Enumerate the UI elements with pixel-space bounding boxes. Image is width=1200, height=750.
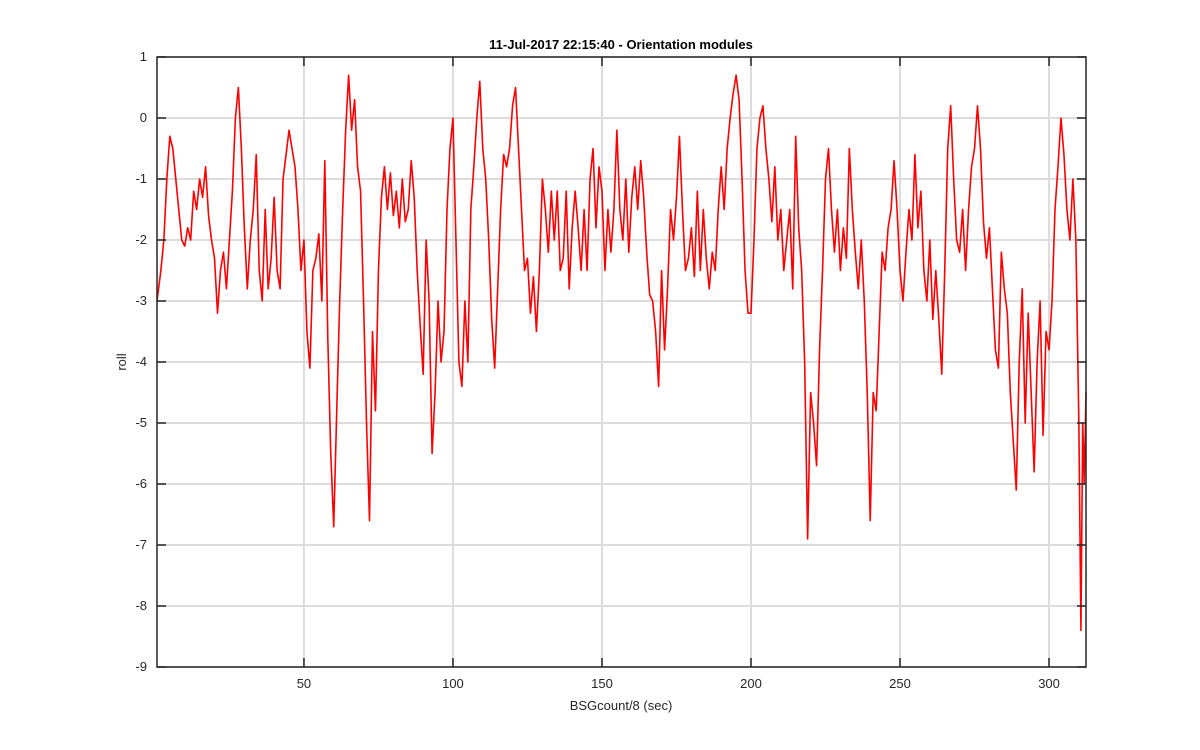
y-tick-label: -1 bbox=[135, 171, 147, 186]
y-tick-label: -4 bbox=[135, 354, 147, 369]
y-tick-label: 1 bbox=[140, 49, 147, 64]
x-tick-label: 150 bbox=[591, 676, 613, 691]
y-tick-label: -9 bbox=[135, 659, 147, 674]
x-tick-label: 250 bbox=[889, 676, 911, 691]
x-tick-label: 50 bbox=[297, 676, 311, 691]
x-tick-label: 100 bbox=[442, 676, 464, 691]
y-tick-label: -8 bbox=[135, 598, 147, 613]
y-tick-label: -3 bbox=[135, 293, 147, 308]
y-tick-label: 0 bbox=[140, 110, 147, 125]
x-tick-label: 300 bbox=[1038, 676, 1060, 691]
y-tick-label: -5 bbox=[135, 415, 147, 430]
y-axis-label: roll bbox=[114, 353, 129, 370]
tick-layer: 50 100 150 200 250 300 -9 -8 -7 -6 -5 -4 -3 -2 -1 0 1 bbox=[135, 49, 1086, 691]
x-tick-label: 200 bbox=[740, 676, 762, 691]
x-axis-label: BSGcount/8 (sec) bbox=[570, 698, 673, 713]
data-line bbox=[156, 74, 1087, 632]
chart-title: 11-Jul-2017 22:15:40 - Orientation modul… bbox=[489, 37, 753, 52]
y-tick-label: -6 bbox=[135, 476, 147, 491]
y-tick-label: -7 bbox=[135, 537, 147, 552]
y-tick-label: -2 bbox=[135, 232, 147, 247]
plot-layer bbox=[156, 74, 1087, 632]
